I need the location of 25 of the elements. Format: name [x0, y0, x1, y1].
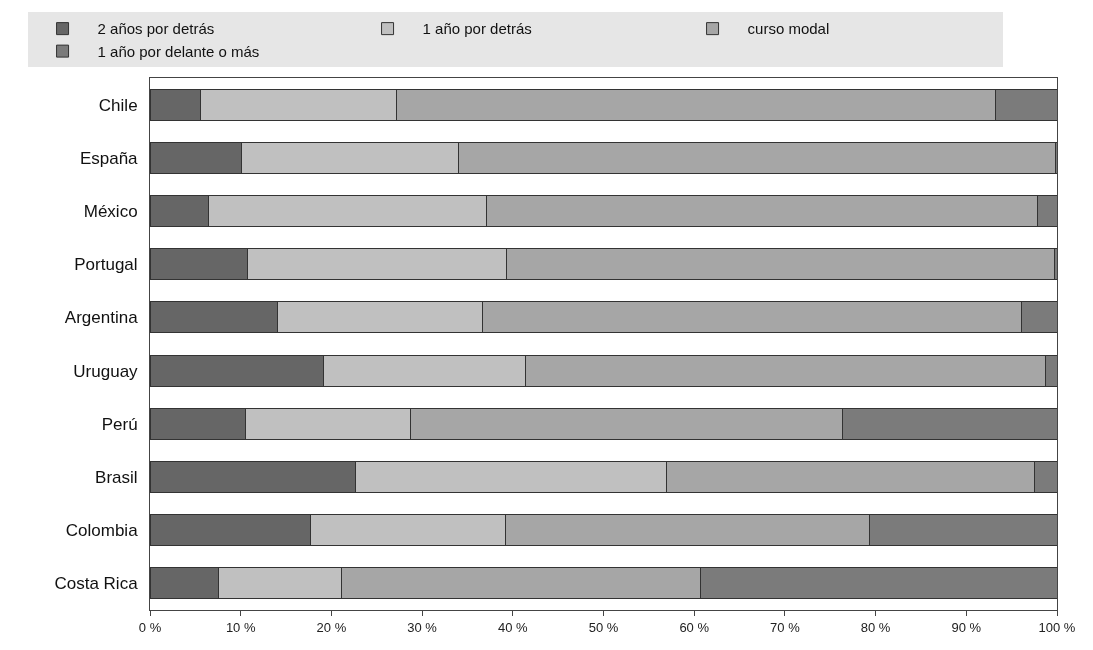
- y-tick-label: Costa Rica: [54, 574, 139, 594]
- legend-label: 1 año por delante o más: [97, 42, 260, 60]
- x-tick-label: 0 %: [138, 619, 162, 635]
- x-tick-label: 70 %: [770, 619, 801, 635]
- y-tick-label: Uruguay: [73, 361, 139, 381]
- legend-label: curso modal: [747, 20, 830, 38]
- x-tick-label: 90 %: [951, 619, 982, 635]
- x-tick-label: 60 %: [679, 619, 710, 635]
- x-tick-label: 100 %: [1038, 619, 1076, 635]
- x-tick-label: 10 %: [225, 619, 256, 635]
- x-tick-label: 20 %: [316, 619, 347, 635]
- y-tick-label: Chile: [98, 95, 138, 115]
- legend-label: 2 años por detrás: [97, 20, 215, 38]
- y-tick-label: Perú: [101, 414, 138, 434]
- x-tick-label: 80 %: [860, 619, 891, 635]
- y-tick-label: Portugal: [74, 255, 138, 275]
- y-tick-label: Colombia: [65, 521, 139, 541]
- x-tick-label: 40 %: [497, 619, 529, 635]
- legend-label: 1 año por detrás: [422, 20, 532, 38]
- x-tick-label: 50 %: [588, 619, 619, 635]
- y-tick-label: Argentina: [64, 308, 139, 328]
- x-tick-label: 30 %: [407, 619, 438, 635]
- y-tick-label: España: [79, 148, 139, 168]
- y-tick-label: México: [83, 201, 138, 221]
- y-tick-label: Brasil: [95, 467, 138, 487]
